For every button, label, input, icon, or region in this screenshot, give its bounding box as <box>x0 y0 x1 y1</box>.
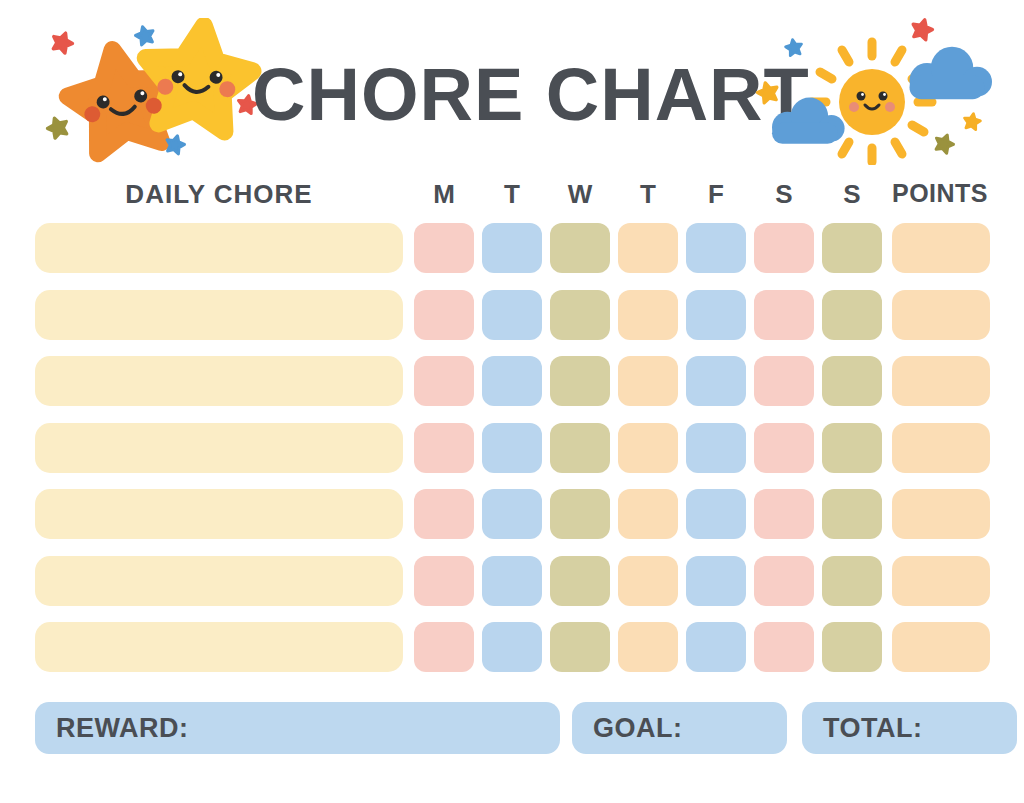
chore-name-field[interactable] <box>35 290 403 340</box>
day-cell-S-5[interactable] <box>754 489 814 539</box>
footer: REWARD: GOAL: TOTAL: <box>0 702 1024 754</box>
day-cell-S-6[interactable] <box>822 622 882 672</box>
day-cell-M-0[interactable] <box>414 423 474 473</box>
chore-name-field[interactable] <box>35 223 403 273</box>
points-cell[interactable] <box>892 622 990 672</box>
day-cell-M-0[interactable] <box>414 489 474 539</box>
day-cell-S-6[interactable] <box>822 356 882 406</box>
day-cell-M-0[interactable] <box>414 356 474 406</box>
day-cell-S-6[interactable] <box>822 223 882 273</box>
day-cell-M-0[interactable] <box>414 290 474 340</box>
day-cell-F-4[interactable] <box>686 622 746 672</box>
day-cell-F-4[interactable] <box>686 423 746 473</box>
day-cell-W-2[interactable] <box>550 556 610 606</box>
day-cell-T-1[interactable] <box>482 356 542 406</box>
day-cell-W-2[interactable] <box>550 223 610 273</box>
day-cell-T-1[interactable] <box>482 622 542 672</box>
day-cell-T-3[interactable] <box>618 489 678 539</box>
chore-row-2 <box>0 290 1024 340</box>
day-cell-S-6[interactable] <box>822 556 882 606</box>
day-cell-T-1[interactable] <box>482 489 542 539</box>
day-cell-S-6[interactable] <box>822 290 882 340</box>
day-cell-T-3[interactable] <box>618 622 678 672</box>
points-cell[interactable] <box>892 290 990 340</box>
day-cell-W-2[interactable] <box>550 423 610 473</box>
chore-row-3 <box>0 356 1024 406</box>
day-cell-F-4[interactable] <box>686 556 746 606</box>
chore-name-field[interactable] <box>35 423 403 473</box>
chore-name-field[interactable] <box>35 556 403 606</box>
day-cell-S-5[interactable] <box>754 423 814 473</box>
day-cell-T-3[interactable] <box>618 223 678 273</box>
day-cell-W-2[interactable] <box>550 290 610 340</box>
day-cell-W-2[interactable] <box>550 356 610 406</box>
reward-box[interactable]: REWARD: <box>35 702 560 754</box>
day-cell-T-1[interactable] <box>482 556 542 606</box>
points-cell[interactable] <box>892 489 990 539</box>
chore-row-6 <box>0 556 1024 606</box>
points-cell[interactable] <box>892 556 990 606</box>
day-cell-S-5[interactable] <box>754 622 814 672</box>
points-cell[interactable] <box>892 223 990 273</box>
day-cell-T-3[interactable] <box>618 423 678 473</box>
day-cell-S-6[interactable] <box>822 423 882 473</box>
day-cell-M-0[interactable] <box>414 622 474 672</box>
day-cell-W-2[interactable] <box>550 489 610 539</box>
total-box[interactable]: TOTAL: <box>802 702 1017 754</box>
day-cell-F-4[interactable] <box>686 223 746 273</box>
day-cell-S-5[interactable] <box>754 290 814 340</box>
day-cell-T-1[interactable] <box>482 223 542 273</box>
day-cell-T-3[interactable] <box>618 290 678 340</box>
day-cell-T-3[interactable] <box>618 356 678 406</box>
chore-name-field[interactable] <box>35 356 403 406</box>
goal-label: GOAL: <box>593 713 683 743</box>
day-cell-T-1[interactable] <box>482 290 542 340</box>
chore-row-4 <box>0 423 1024 473</box>
day-cell-M-0[interactable] <box>414 556 474 606</box>
day-cell-S-5[interactable] <box>754 223 814 273</box>
chore-grid <box>0 0 1024 803</box>
day-cell-T-3[interactable] <box>618 556 678 606</box>
day-cell-S-6[interactable] <box>822 489 882 539</box>
day-cell-W-2[interactable] <box>550 622 610 672</box>
chore-row-7 <box>0 622 1024 672</box>
points-cell[interactable] <box>892 423 990 473</box>
day-cell-M-0[interactable] <box>414 223 474 273</box>
points-cell[interactable] <box>892 356 990 406</box>
chore-row-1 <box>0 223 1024 273</box>
chore-chart-page: CHORE CHART <box>0 0 1024 803</box>
chore-name-field[interactable] <box>35 489 403 539</box>
day-cell-F-4[interactable] <box>686 356 746 406</box>
day-cell-F-4[interactable] <box>686 489 746 539</box>
reward-label: REWARD: <box>56 713 189 743</box>
goal-box[interactable]: GOAL: <box>572 702 787 754</box>
day-cell-F-4[interactable] <box>686 290 746 340</box>
chore-name-field[interactable] <box>35 622 403 672</box>
day-cell-S-5[interactable] <box>754 556 814 606</box>
day-cell-T-1[interactable] <box>482 423 542 473</box>
total-label: TOTAL: <box>823 713 922 743</box>
day-cell-S-5[interactable] <box>754 356 814 406</box>
chore-row-5 <box>0 489 1024 539</box>
